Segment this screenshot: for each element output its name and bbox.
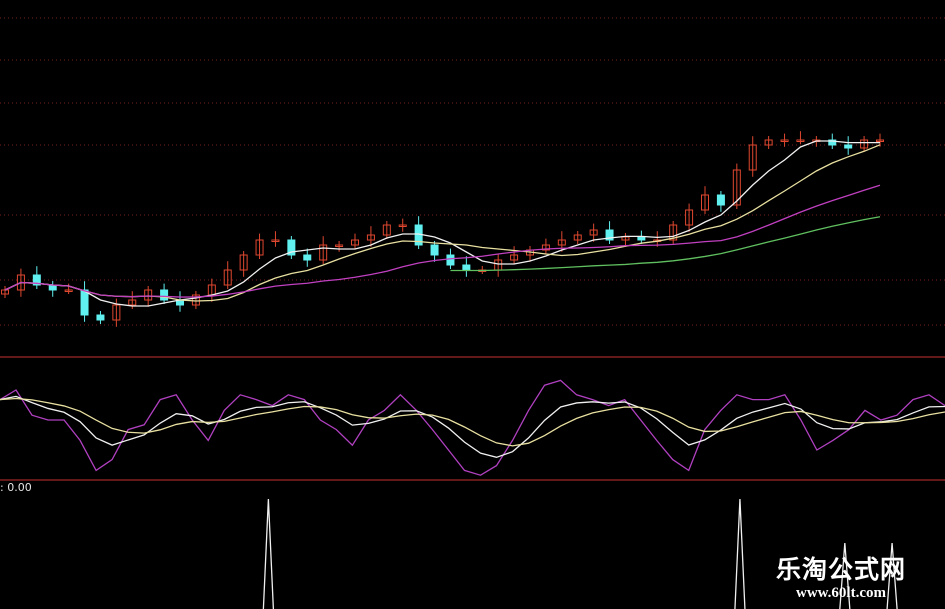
candle-body [351, 239, 359, 246]
candle-body [160, 289, 169, 301]
candle-body [287, 239, 296, 256]
candle-body [112, 304, 121, 321]
candle-body [128, 299, 137, 306]
candle-body [796, 139, 805, 142]
candle-body [319, 244, 328, 261]
candle-body [398, 224, 407, 227]
signal-spike [839, 542, 851, 609]
candle-body [255, 239, 264, 256]
ma-line-40 [450, 216, 881, 272]
candle-body [223, 269, 232, 286]
candle-body [876, 139, 884, 142]
candle-body [366, 234, 375, 241]
watermark-url: www.60lt.com [796, 585, 886, 601]
candle-body [573, 234, 582, 241]
candle-body [605, 229, 614, 241]
candle-body [716, 194, 725, 206]
signal-spike [262, 498, 275, 609]
candle-body [271, 239, 280, 242]
oscillator-line-3 [0, 397, 945, 447]
signal-value-label: : 0.00 [0, 481, 32, 494]
candle-body [541, 244, 550, 251]
candle-body [637, 236, 646, 241]
signal-spike [886, 542, 898, 609]
signal-value: 0.00 [7, 481, 32, 494]
watermark: 乐淘公式网 www.60lt.com [776, 556, 906, 602]
candle-body [382, 224, 391, 236]
candle-body [748, 144, 757, 171]
oscillator-line-2 [0, 395, 945, 458]
candle-body [430, 244, 439, 256]
candle-body [828, 139, 837, 146]
candle-body [589, 229, 598, 236]
candle-body [335, 244, 344, 247]
signal-spike [734, 498, 746, 609]
candle-body [669, 224, 678, 241]
candle-body [80, 289, 89, 316]
candle-body [462, 264, 471, 271]
candle-body [32, 274, 41, 286]
candle-body [732, 169, 741, 206]
candle-body [191, 294, 200, 306]
candle-body [860, 139, 869, 149]
candle-body [780, 139, 789, 142]
ma-line-20 [4, 184, 881, 298]
candle-body [239, 254, 248, 271]
candle-body [96, 314, 105, 321]
watermark-name: 乐淘公式网 [776, 555, 907, 584]
candle-body [510, 254, 519, 261]
candle-body [764, 139, 773, 146]
candle-body [701, 194, 709, 211]
candle-body [557, 239, 566, 246]
candle-body [144, 289, 153, 301]
candle-body [844, 144, 853, 149]
candle-body [64, 289, 73, 292]
candle-body [446, 254, 455, 266]
candle-body [685, 209, 694, 226]
candle-body [303, 254, 312, 261]
ma-line-5 [4, 140, 880, 307]
oscillator-line-1 [0, 379, 945, 476]
